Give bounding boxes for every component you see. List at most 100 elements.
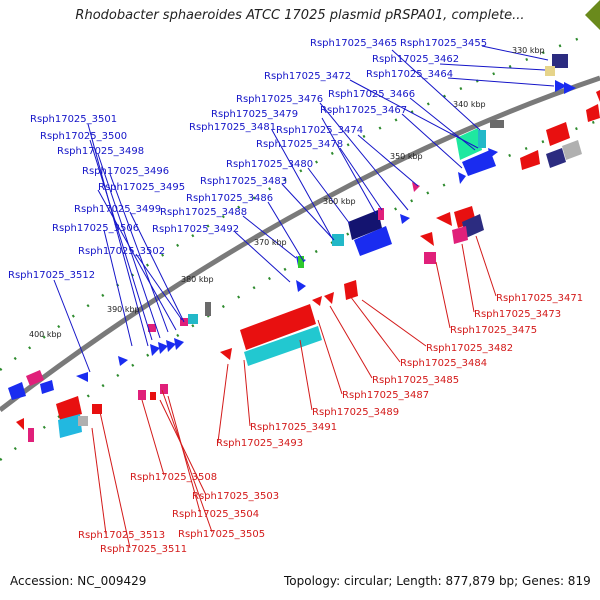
gene-label: Rsph17025_3487 (342, 390, 429, 401)
kbp-labels: 330 kbp 340 kbp 350 kbp 360 kbp 370 kbp … (29, 46, 545, 339)
gene-block (462, 150, 496, 176)
gene-arrow (564, 82, 576, 94)
gene-label: Rsph17025_3496 (82, 166, 169, 177)
summary-text: Topology: circular; Length: 877,879 bp; … (284, 574, 591, 588)
gene-label: Rsph17025_3501 (30, 114, 117, 125)
gene-label: Rsph17025_3499 (74, 204, 161, 215)
gene-block (244, 326, 322, 366)
gene-block (545, 66, 555, 76)
gene-label: Rsph17025_3491 (250, 422, 337, 433)
gene-label: Rsph17025_3466 (328, 89, 415, 100)
gene-block (562, 140, 582, 160)
gene-block (348, 210, 382, 240)
bottom-gene-labels: Rsph17025_3471 Rsph17025_3473 Rsph17025_… (78, 293, 583, 555)
gene-arrow (150, 344, 160, 356)
gene-arrow (296, 280, 306, 292)
gene-arrow (458, 172, 466, 184)
gene-block (478, 130, 486, 148)
gene-block (56, 396, 82, 420)
gene-label: Rsph17025_3465 (310, 38, 397, 49)
gene-block (552, 54, 568, 68)
gene-label: Rsph17025_3462 (372, 54, 459, 65)
gene-block (424, 252, 436, 264)
kbp-tick-label: 390 kbp (107, 305, 140, 314)
backbone-arc (0, 75, 600, 412)
gene-arrow (40, 380, 54, 394)
gene-label: Rsph17025_3489 (312, 407, 399, 418)
kbp-tick-label: 370 kbp (254, 238, 287, 247)
gene-arrow (312, 296, 322, 306)
gene-label: Rsph17025_3512 (8, 270, 95, 281)
gene-arrow (118, 356, 128, 366)
gene-block (456, 128, 482, 160)
gene-label: Rsph17025_3495 (98, 182, 185, 193)
gene-label: Rsph17025_3480 (226, 159, 313, 170)
corner-marker (585, 0, 600, 30)
gene-label: Rsph17025_3476 (236, 94, 323, 105)
gene-label: Rsph17025_3483 (200, 176, 287, 187)
gene-arrow (174, 338, 184, 350)
gene-block (188, 314, 198, 324)
gene-label: Rsph17025_3478 (256, 139, 343, 150)
gene-arrow (16, 418, 24, 430)
gene-label: Rsph17025_3481 (189, 122, 276, 133)
gene-block (344, 280, 358, 300)
top-leader-lines (53, 45, 555, 373)
gene-label: Rsph17025_3485 (372, 375, 459, 386)
gene-arrow (220, 348, 232, 360)
gene-block (28, 428, 34, 442)
gene-block (462, 214, 484, 238)
gene-label: Rsph17025_3506 (52, 223, 139, 234)
map-title: Rhodobacter sphaeroides ATCC 17025 plasm… (75, 8, 525, 23)
gene-arrow (436, 212, 452, 226)
gene-label: Rsph17025_3488 (160, 207, 247, 218)
gene-block (78, 416, 88, 426)
kbp-tick-label: 340 kbp (453, 100, 486, 109)
gene-label: Rsph17025_3471 (496, 293, 583, 304)
gene-block (490, 120, 504, 128)
top-gene-labels: Rsph17025_3455 Rsph17025_3462 Rsph17025_… (8, 38, 487, 281)
gene-block (332, 234, 344, 246)
gene-block (452, 226, 468, 244)
gene-block (205, 302, 211, 316)
gene-label: Rsph17025_3474 (276, 125, 363, 136)
gene-block (26, 370, 44, 386)
gene-label: Rsph17025_3473 (474, 309, 561, 320)
gene-label: Rsph17025_3504 (172, 509, 259, 520)
gene-block (354, 226, 392, 256)
gene-block (160, 384, 168, 394)
gene-label: Rsph17025_3464 (366, 69, 453, 80)
gene-block (546, 122, 570, 146)
gene-block (240, 304, 316, 350)
gene-label: Rsph17025_3467 (320, 105, 407, 116)
gene-block (546, 148, 566, 168)
gene-arrow (324, 292, 334, 304)
gene-block (378, 208, 384, 220)
gene-block (58, 414, 82, 438)
kbp-tick-label: 380 kbp (181, 275, 214, 284)
gene-block (586, 104, 600, 122)
gene-label: Rsph17025_3484 (400, 358, 487, 369)
accession-text: Accession: NC_009429 (10, 574, 147, 588)
gene-label: Rsph17025_3511 (100, 544, 187, 555)
gene-arrow (555, 80, 567, 92)
gene-block (520, 150, 540, 170)
gene-arrow (76, 372, 88, 382)
gene-block (148, 324, 156, 332)
reverse-genes (16, 90, 600, 442)
gene-label: Rsph17025_3479 (211, 109, 298, 120)
kbp-tick-label: 400 kbp (29, 330, 62, 339)
gene-label: Rsph17025_3500 (40, 131, 127, 142)
gene-label: Rsph17025_3508 (130, 472, 217, 483)
gene-label: Rsph17025_3492 (152, 224, 239, 235)
gene-label: Rsph17025_3513 (78, 530, 165, 541)
gene-label: Rsph17025_3482 (426, 343, 513, 354)
gene-arrow (596, 90, 600, 102)
gene-block (8, 382, 26, 400)
gene-arrow (420, 232, 434, 246)
kbp-tick-label: 360 kbp (323, 197, 356, 206)
gene-label: Rsph17025_3472 (264, 71, 351, 82)
gene-block (298, 256, 304, 268)
forward-genes (8, 54, 576, 400)
